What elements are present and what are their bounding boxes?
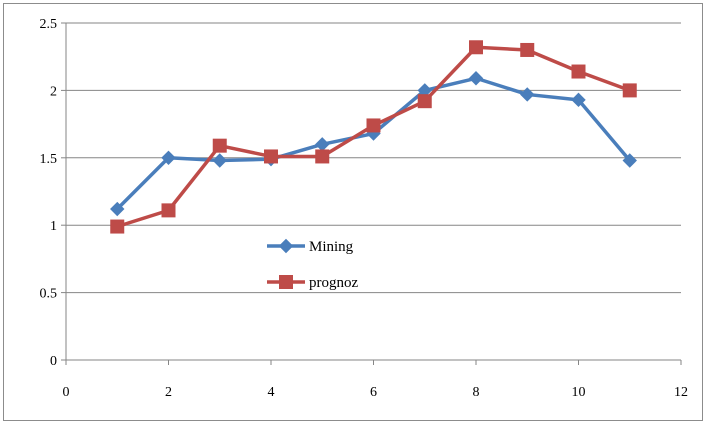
data-point-mining-10 xyxy=(571,92,586,108)
data-point-mining-11 xyxy=(622,153,637,168)
y-tick-label-4: 2 xyxy=(50,84,57,99)
y-tick-label-5: 2.5 xyxy=(40,17,58,32)
series-mining xyxy=(110,71,637,217)
legend: Mining prognoz xyxy=(267,238,358,291)
series-prognoz xyxy=(110,40,637,234)
data-point-prognoz-6 xyxy=(366,118,381,133)
x-tick-label-6: 12 xyxy=(674,385,688,400)
legend-label-prognoz: prognoz xyxy=(309,275,358,291)
data-point-prognoz-1 xyxy=(110,219,125,234)
y-tick-label-1: 0.5 xyxy=(40,287,58,302)
data-point-mining-3 xyxy=(212,153,227,168)
x-tick-label-4: 8 xyxy=(473,385,480,400)
gridlines xyxy=(61,22,682,365)
y-tick-label-2: 1 xyxy=(50,219,57,234)
data-point-mining-8 xyxy=(468,71,484,86)
legend-marker-prognoz xyxy=(279,275,293,289)
data-point-prognoz-3 xyxy=(212,138,227,153)
legend-marker-mining xyxy=(278,238,294,254)
x-tick-label-3: 6 xyxy=(370,385,377,400)
data-point-prognoz-5 xyxy=(315,149,330,164)
data-point-mining-2 xyxy=(161,150,176,166)
legend-label-mining: Mining xyxy=(309,239,354,255)
x-tick-label-0: 0 xyxy=(63,385,70,400)
series xyxy=(110,40,637,234)
data-point-prognoz-8 xyxy=(469,40,483,55)
data-point-prognoz-11 xyxy=(622,83,637,98)
series-line-mining xyxy=(116,76,632,211)
data-point-mining-1 xyxy=(110,201,125,217)
data-point-mining-9 xyxy=(520,87,535,102)
x-tick-label-5: 10 xyxy=(572,385,586,400)
data-point-prognoz-7 xyxy=(417,94,432,109)
x-tick-label-1: 2 xyxy=(165,385,172,400)
data-point-prognoz-2 xyxy=(161,203,176,218)
y-tick-label-0: 0 xyxy=(50,354,57,369)
y-tick-label-3: 1.5 xyxy=(40,152,58,167)
tick-labels: 0 0.5 1 1.5 2 2.5 0 2 4 6 8 10 12 xyxy=(40,17,689,400)
data-point-prognoz-9 xyxy=(520,42,535,57)
axes xyxy=(65,23,681,361)
data-point-prognoz-4 xyxy=(264,149,278,164)
data-point-prognoz-10 xyxy=(571,64,586,79)
data-point-mining-5 xyxy=(315,137,330,152)
x-tick-label-2: 4 xyxy=(268,385,275,400)
